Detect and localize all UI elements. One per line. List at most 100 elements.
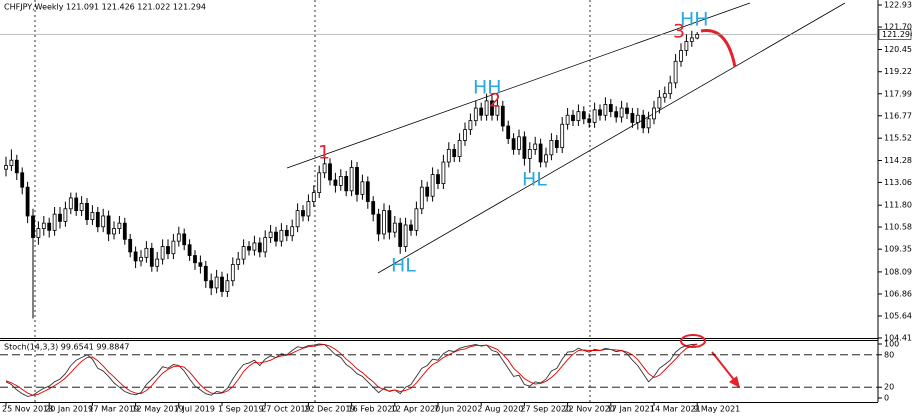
y-tick-label: 105.640 xyxy=(884,311,912,320)
indicator-title: Stoch(14,3,3) 99.6541 99.8847 xyxy=(4,343,130,352)
x-tick-label: 22 Dec 2019 xyxy=(304,405,355,414)
candle-body xyxy=(311,192,316,202)
y-tick-label: 111.800 xyxy=(884,201,912,210)
annotation: HL xyxy=(391,255,416,277)
candle-body xyxy=(479,107,484,116)
x-tick-label: 16 Feb 2020 xyxy=(348,405,398,414)
candle-body xyxy=(538,143,543,163)
y-tick-label: 109.355 xyxy=(884,245,912,254)
candle-body xyxy=(4,165,8,170)
x-tick-label: 25 Nov 2018 xyxy=(2,405,53,414)
candle-body xyxy=(25,186,30,217)
x-tick-label: 7 Jul 2019 xyxy=(175,405,215,414)
candle-body xyxy=(425,186,430,197)
candle-body xyxy=(387,210,392,233)
candle-body xyxy=(560,123,565,149)
candle-body xyxy=(592,109,597,123)
candle-body xyxy=(587,118,592,123)
y-tick-label: 120.455 xyxy=(884,45,912,54)
y-tick-label: 119.220 xyxy=(884,67,912,76)
candle-body xyxy=(247,246,251,251)
candle-body xyxy=(614,111,619,118)
y-tick-label: 20 xyxy=(884,383,894,392)
candle-body xyxy=(689,37,694,42)
candle-body xyxy=(328,163,332,181)
x-tick-label: 14 Mar 2021 xyxy=(650,405,701,414)
candle-body xyxy=(74,197,79,211)
candle-body xyxy=(117,222,122,229)
candle-body xyxy=(41,222,46,229)
candle-body xyxy=(306,201,311,217)
candle-body xyxy=(403,224,408,247)
candle-body xyxy=(133,251,138,262)
candle-body xyxy=(198,262,203,267)
candle-body xyxy=(625,107,629,114)
current-price-box xyxy=(878,29,912,40)
x-tick-label: 27 Sep 2020 xyxy=(520,405,571,414)
candle-body xyxy=(554,140,559,149)
x-tick-label: 12 Apr 2020 xyxy=(391,405,440,414)
candle-body xyxy=(322,163,327,174)
candle-body xyxy=(301,210,305,217)
candle-body xyxy=(662,93,667,98)
x-tick-label: 9 May 2021 xyxy=(693,405,740,414)
arrow-head xyxy=(729,376,740,388)
candle-body xyxy=(220,276,224,292)
candle-body xyxy=(144,247,149,258)
candle-body xyxy=(160,246,165,260)
candle-body xyxy=(14,159,19,174)
candle-body xyxy=(112,228,116,235)
candle-body xyxy=(317,172,322,193)
candle-body xyxy=(122,222,127,240)
indicator-line xyxy=(5,343,698,396)
candle-body xyxy=(355,167,359,195)
x-tick-label: 17 Mar 2019 xyxy=(88,405,139,414)
candle-body xyxy=(149,247,154,267)
x-tick-label: 22 Nov 2020 xyxy=(564,405,615,414)
y-tick-label: 117.995 xyxy=(884,89,912,98)
candle-body xyxy=(571,114,575,122)
candle-body xyxy=(500,105,505,127)
candle-body xyxy=(171,240,176,255)
candle-body xyxy=(544,154,548,163)
annotation: HL xyxy=(522,169,547,191)
candle-body xyxy=(646,118,651,129)
x-tick-label: 2 Aug 2020 xyxy=(477,405,523,414)
candle-body xyxy=(187,244,192,256)
candle-body xyxy=(241,246,246,260)
annotation: 1 xyxy=(318,142,330,164)
candle-body xyxy=(333,179,338,186)
candle-body xyxy=(473,107,478,122)
candle-body xyxy=(284,229,289,237)
candle-body xyxy=(419,186,424,210)
candle-body xyxy=(295,210,300,228)
candle-body xyxy=(398,222,403,247)
candle-body xyxy=(581,111,586,120)
candle-body xyxy=(657,96,662,109)
y-tick-label: 104.415 xyxy=(884,334,912,343)
candle-body xyxy=(166,246,170,255)
x-tick-label: 17 Jan 2021 xyxy=(607,405,655,414)
candle-body xyxy=(279,229,284,242)
y-tick-label: 106.865 xyxy=(884,289,912,298)
candle-body xyxy=(365,181,370,202)
candle-body xyxy=(338,176,343,186)
candle-body xyxy=(484,100,489,116)
candle-body xyxy=(576,111,581,122)
y-tick-label: 80 xyxy=(884,350,894,359)
annotation: HH xyxy=(473,77,502,99)
candle-body xyxy=(673,60,678,84)
candle-body xyxy=(263,237,268,253)
y-tick-label: 100 xyxy=(884,340,899,349)
candle-body xyxy=(376,213,381,235)
candle-body xyxy=(452,149,457,158)
candle-body xyxy=(101,215,106,228)
candle-body xyxy=(635,114,640,123)
current-price-label: 121.294 xyxy=(882,30,912,39)
candle-body xyxy=(684,41,689,51)
candle-body xyxy=(268,231,273,238)
x-tick-label: 20 Jan 2019 xyxy=(45,405,93,414)
trend-line-upper xyxy=(286,2,751,169)
